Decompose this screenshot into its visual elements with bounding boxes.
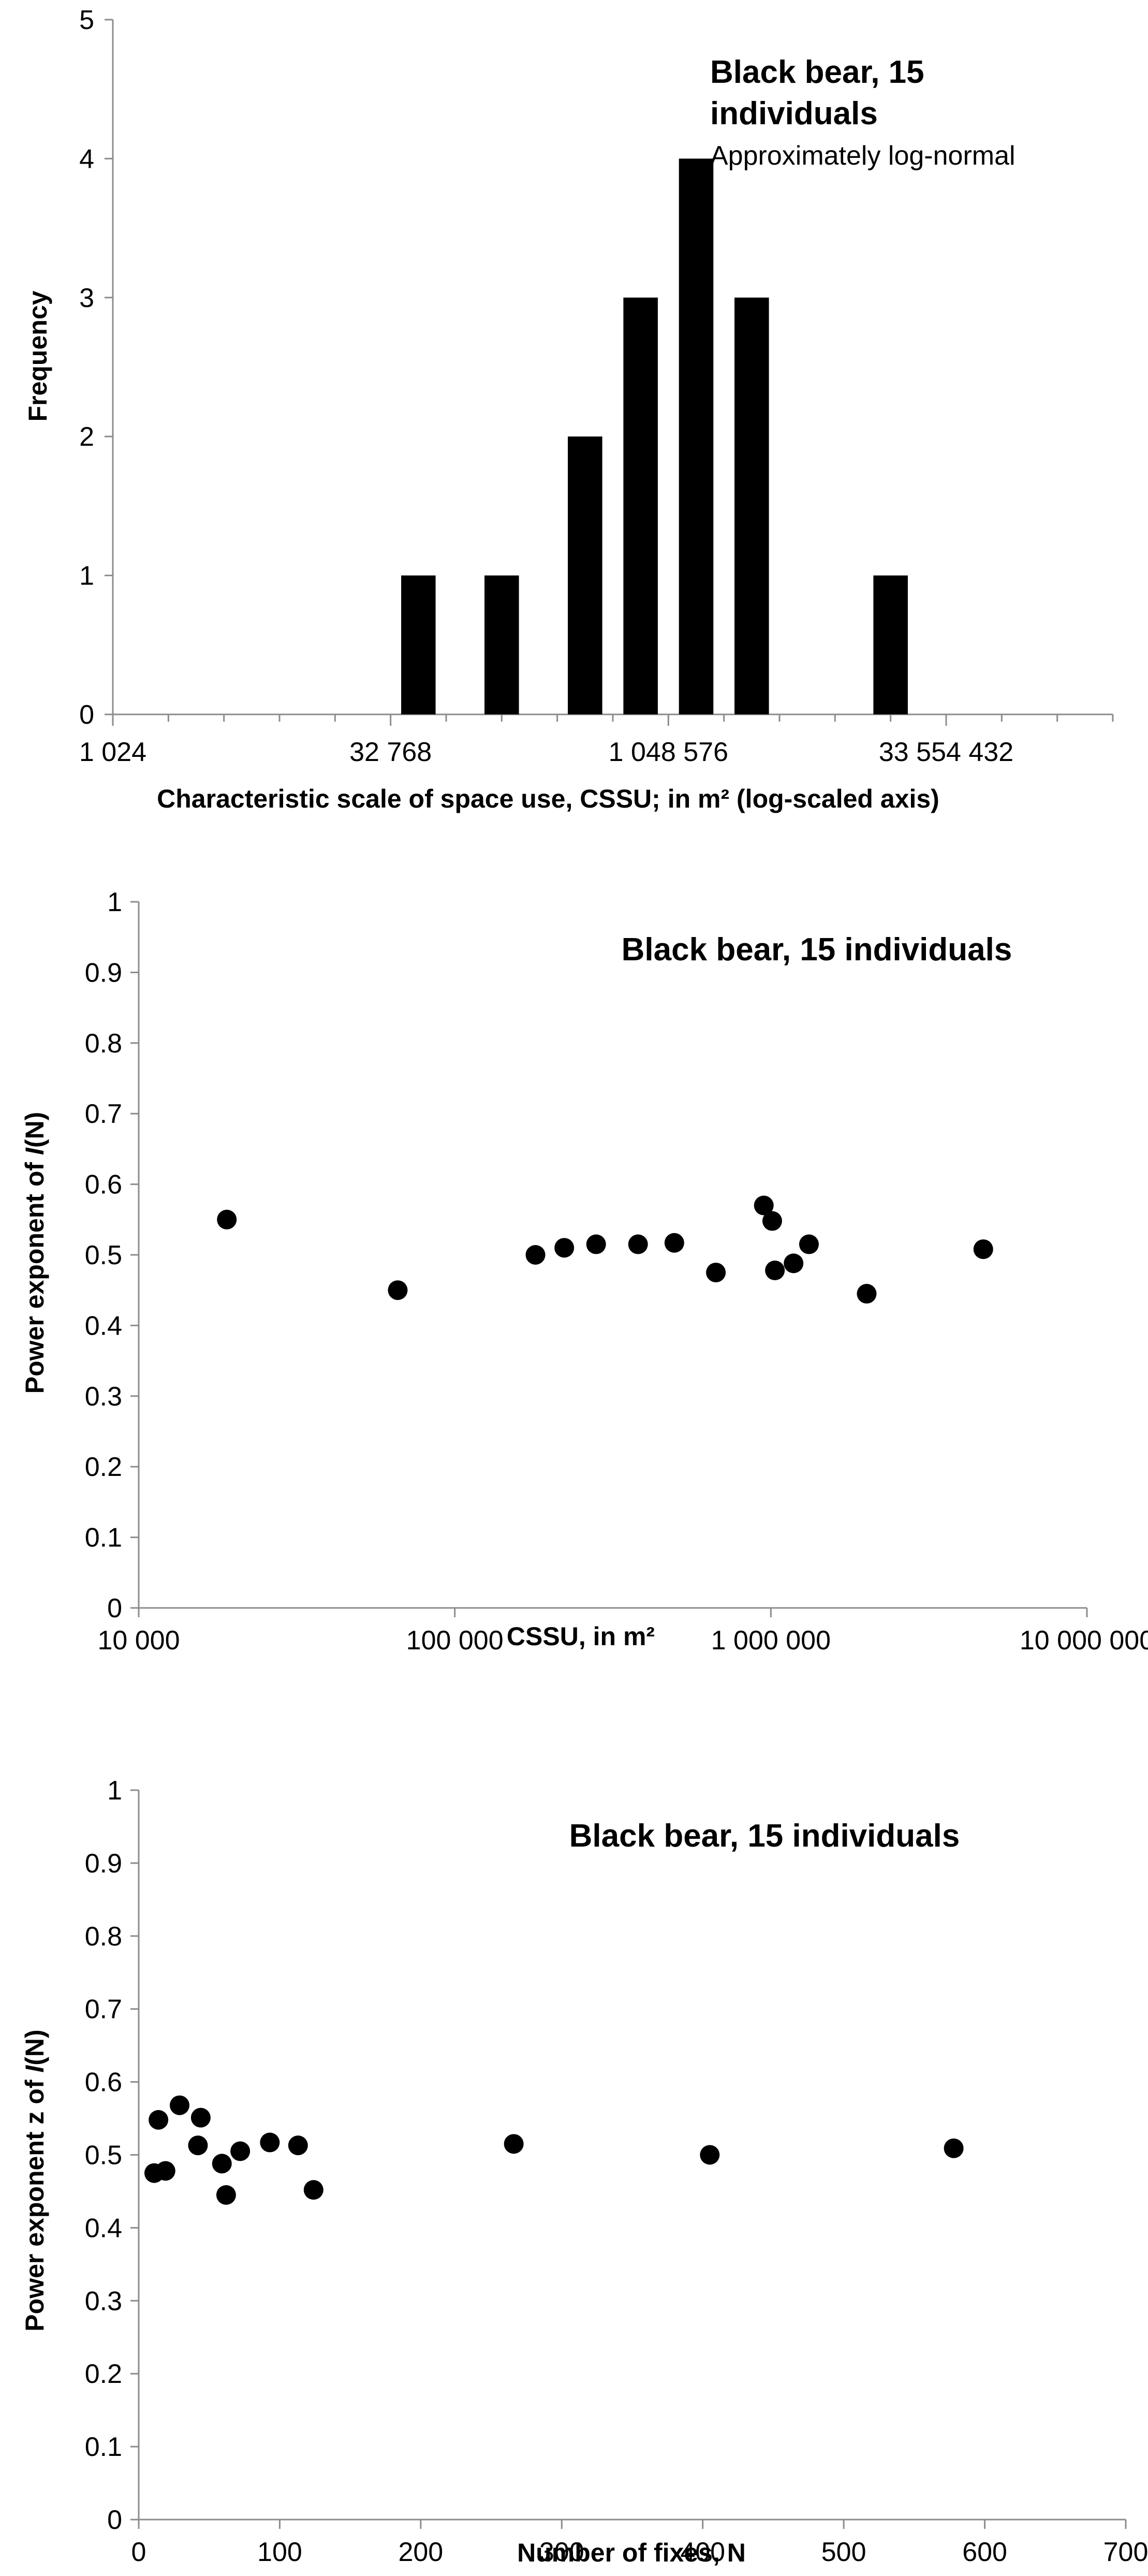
cssu-scatter-point: [554, 1238, 575, 1258]
cssu-scatter-point: [762, 1211, 782, 1231]
fixes-scatter-x-tick-label: 300: [539, 2537, 584, 2567]
histogram-subtitle: Approximately log-normal: [710, 141, 1015, 171]
cssu-scatter-point: [664, 1233, 684, 1253]
fixes-scatter-point: [212, 2154, 232, 2174]
fixes-scatter-point: [216, 2185, 236, 2205]
histogram-x-axis-label: Characteristic scale of space use, CSSU;…: [157, 784, 939, 813]
histogram-y-tick-label: 0: [79, 700, 94, 730]
fixes-scatter-x-tick-label: 200: [398, 2537, 443, 2567]
histogram-title-line2: individuals: [710, 96, 878, 131]
cssu-scatter-point: [857, 1284, 877, 1304]
fixes-scatter-x-axis-label: Number of fixes, N: [517, 2538, 746, 2567]
cssu-scatter-panel: Black bear, 15 individuals CSSU, in m² P…: [20, 887, 1148, 1656]
fixes-scatter-y-tick-label: 1: [107, 1776, 122, 1806]
cssu-scatter-x-tick-label: 1 000 000: [711, 1626, 831, 1656]
cssu-scatter-y-tick-label: 0.5: [85, 1240, 122, 1270]
histogram-y-tick-label: 2: [79, 422, 94, 452]
cssu-scatter-point: [388, 1280, 408, 1300]
fixes-scatter-panel: Black bear, 15 individuals Number of fix…: [20, 1776, 1148, 2567]
fixes-scatter-point: [149, 2110, 169, 2130]
fixes-scatter-y-tick-label: 0.3: [85, 2286, 122, 2316]
histogram-bar: [873, 575, 908, 714]
fixes-scatter-y-tick-label: 0.6: [85, 2068, 122, 2098]
histogram-bar: [484, 575, 519, 714]
cssu-scatter-point: [765, 1261, 785, 1281]
histogram-bar: [568, 436, 602, 714]
fixes-scatter-point: [190, 2107, 211, 2128]
fixes-scatter-point: [288, 2135, 308, 2156]
cssu-scatter-point: [628, 1234, 648, 1254]
cssu-scatter-point: [973, 1239, 993, 1260]
cssu-scatter-x-tick-label: 10 000: [97, 1626, 180, 1656]
fixes-scatter-y-tick-label: 0.1: [85, 2432, 122, 2462]
fixes-scatter-point: [230, 2141, 251, 2161]
histogram-bar: [734, 297, 769, 714]
fixes-scatter-x-tick-label: 100: [257, 2537, 302, 2567]
fixes-scatter-point: [944, 2138, 964, 2158]
cssu-scatter-y-tick-label: 0.4: [85, 1311, 122, 1341]
fixes-scatter-y-tick-label: 0.8: [85, 1922, 122, 1952]
cssu-scatter-y-tick-label: 0: [107, 1593, 122, 1623]
fixes-scatter-point: [700, 2145, 720, 2165]
fixes-scatter-y-tick-label: 0.9: [85, 1849, 122, 1879]
fixes-scatter-x-tick-label: 600: [962, 2537, 1007, 2567]
cssu-scatter-point: [525, 1245, 546, 1265]
histogram-panel: Black bear, 15 individuals Approximately…: [23, 5, 1114, 813]
cssu-scatter-title: Black bear, 15 individuals: [622, 932, 1012, 968]
histogram-y-tick-label: 4: [79, 144, 94, 174]
fixes-scatter-y-tick-label: 0.5: [85, 2141, 122, 2171]
fixes-scatter-y-tick-label: 0.2: [85, 2359, 122, 2389]
cssu-scatter-point: [754, 1195, 774, 1216]
cssu-scatter-y-tick-label: 0.9: [85, 958, 122, 988]
cssu-scatter-y-tick-label: 0.1: [85, 1523, 122, 1553]
fixes-scatter-title: Black bear, 15 individuals: [569, 1818, 960, 1854]
histogram-x-tick-label: 1 048 576: [609, 737, 728, 767]
histogram-bar: [679, 158, 714, 714]
cssu-scatter-x-tick-label: 10 000 000: [1020, 1626, 1148, 1656]
histogram-y-tick-label: 1: [79, 561, 94, 591]
fixes-scatter-point: [504, 2134, 524, 2154]
histogram-y-axis-label: Frequency: [23, 290, 52, 421]
fixes-scatter-y-axis-label: Power exponent z of I(N): [20, 2029, 49, 2331]
fixes-scatter-point: [188, 2135, 208, 2156]
histogram-x-tick-label: 33 554 432: [879, 737, 1013, 767]
cssu-scatter-y-tick-label: 0.6: [85, 1170, 122, 1200]
fixes-scatter-x-tick-label: 500: [821, 2537, 866, 2567]
fixes-scatter-x-tick-label: 400: [680, 2537, 725, 2567]
histogram-title-line1: Black bear, 15: [710, 54, 924, 90]
cssu-scatter-point: [799, 1234, 819, 1254]
fixes-scatter-x-tick-label: 0: [131, 2537, 146, 2567]
fixes-scatter-x-tick-label: 700: [1103, 2537, 1148, 2567]
cssu-scatter-y-tick-label: 1: [107, 887, 122, 917]
fixes-scatter-y-tick-label: 0: [107, 2505, 122, 2535]
cssu-scatter-point: [784, 1253, 804, 1274]
fixes-scatter-point: [260, 2132, 280, 2153]
fixes-scatter-point: [155, 2161, 175, 2181]
cssu-scatter-point: [586, 1234, 606, 1254]
histogram-x-tick-label: 32 768: [349, 737, 432, 767]
histogram-y-tick-label: 3: [79, 283, 94, 313]
fixes-scatter-y-tick-label: 0.4: [85, 2213, 122, 2243]
cssu-scatter-point: [706, 1263, 726, 1283]
cssu-scatter-y-tick-label: 0.3: [85, 1382, 122, 1412]
cssu-scatter-x-axis-label: CSSU, in m²: [507, 1622, 655, 1651]
fixes-scatter-y-tick-label: 0.7: [85, 1995, 122, 2025]
cssu-scatter-y-axis-label: Power exponent of I(N): [20, 1112, 49, 1394]
cssu-scatter-y-tick-label: 0.8: [85, 1029, 122, 1059]
fixes-scatter-point: [303, 2180, 323, 2200]
cssu-scatter-y-tick-label: 0.2: [85, 1452, 122, 1482]
cssu-scatter-y-tick-label: 0.7: [85, 1099, 122, 1129]
cssu-scatter-x-tick-label: 100 000: [406, 1626, 504, 1656]
fixes-scatter-point: [170, 2095, 190, 2115]
histogram-y-tick-label: 5: [79, 5, 94, 35]
histogram-x-tick-label: 1 024: [79, 737, 146, 767]
histogram-bar: [401, 575, 436, 714]
cssu-scatter-point: [217, 1209, 237, 1230]
histogram-bar: [623, 297, 658, 714]
